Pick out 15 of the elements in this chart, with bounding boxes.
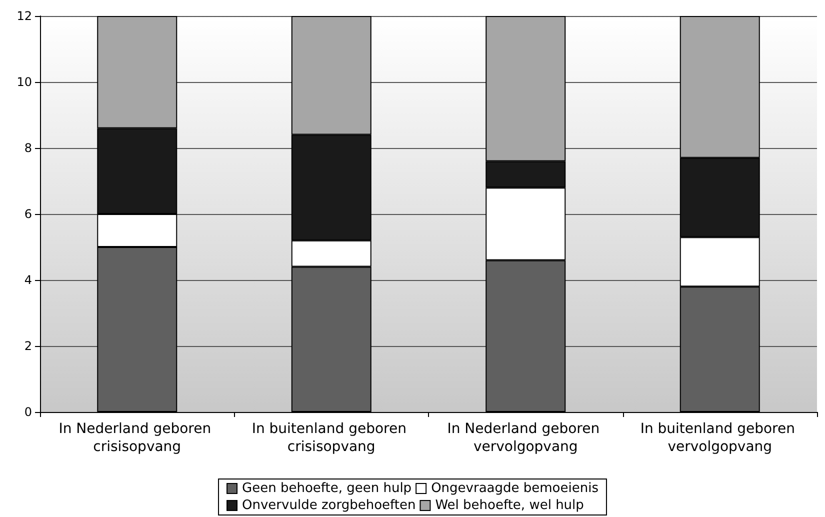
- legend-label: Wel behoefte, wel hulp: [435, 498, 584, 513]
- x-tick-label: In Nederland geboren crisisopvang: [58, 421, 216, 455]
- legend-label: Geen behoefte, geen hulp: [242, 481, 412, 496]
- y-tick-label: 0: [24, 405, 32, 419]
- x-tick-label: In Nederland geboren vervolgopvang: [447, 421, 604, 455]
- y-tick-label: 10: [16, 75, 32, 89]
- legend-label: Ongevraagde bemoeienis: [431, 481, 599, 496]
- y-tick-label: 6: [24, 207, 32, 221]
- x-tick-label: In buitenland geboren crisisopvang: [252, 421, 411, 455]
- legend-label: Onvervulde zorgbehoeften: [242, 498, 416, 513]
- y-tick-label: 8: [24, 141, 32, 155]
- y-tick-label: 4: [24, 273, 32, 287]
- y-tick-label: 2: [24, 339, 32, 353]
- y-tick-label: 12: [16, 9, 32, 23]
- x-tick-label: In buitenland geboren vervolgopvang: [640, 421, 800, 455]
